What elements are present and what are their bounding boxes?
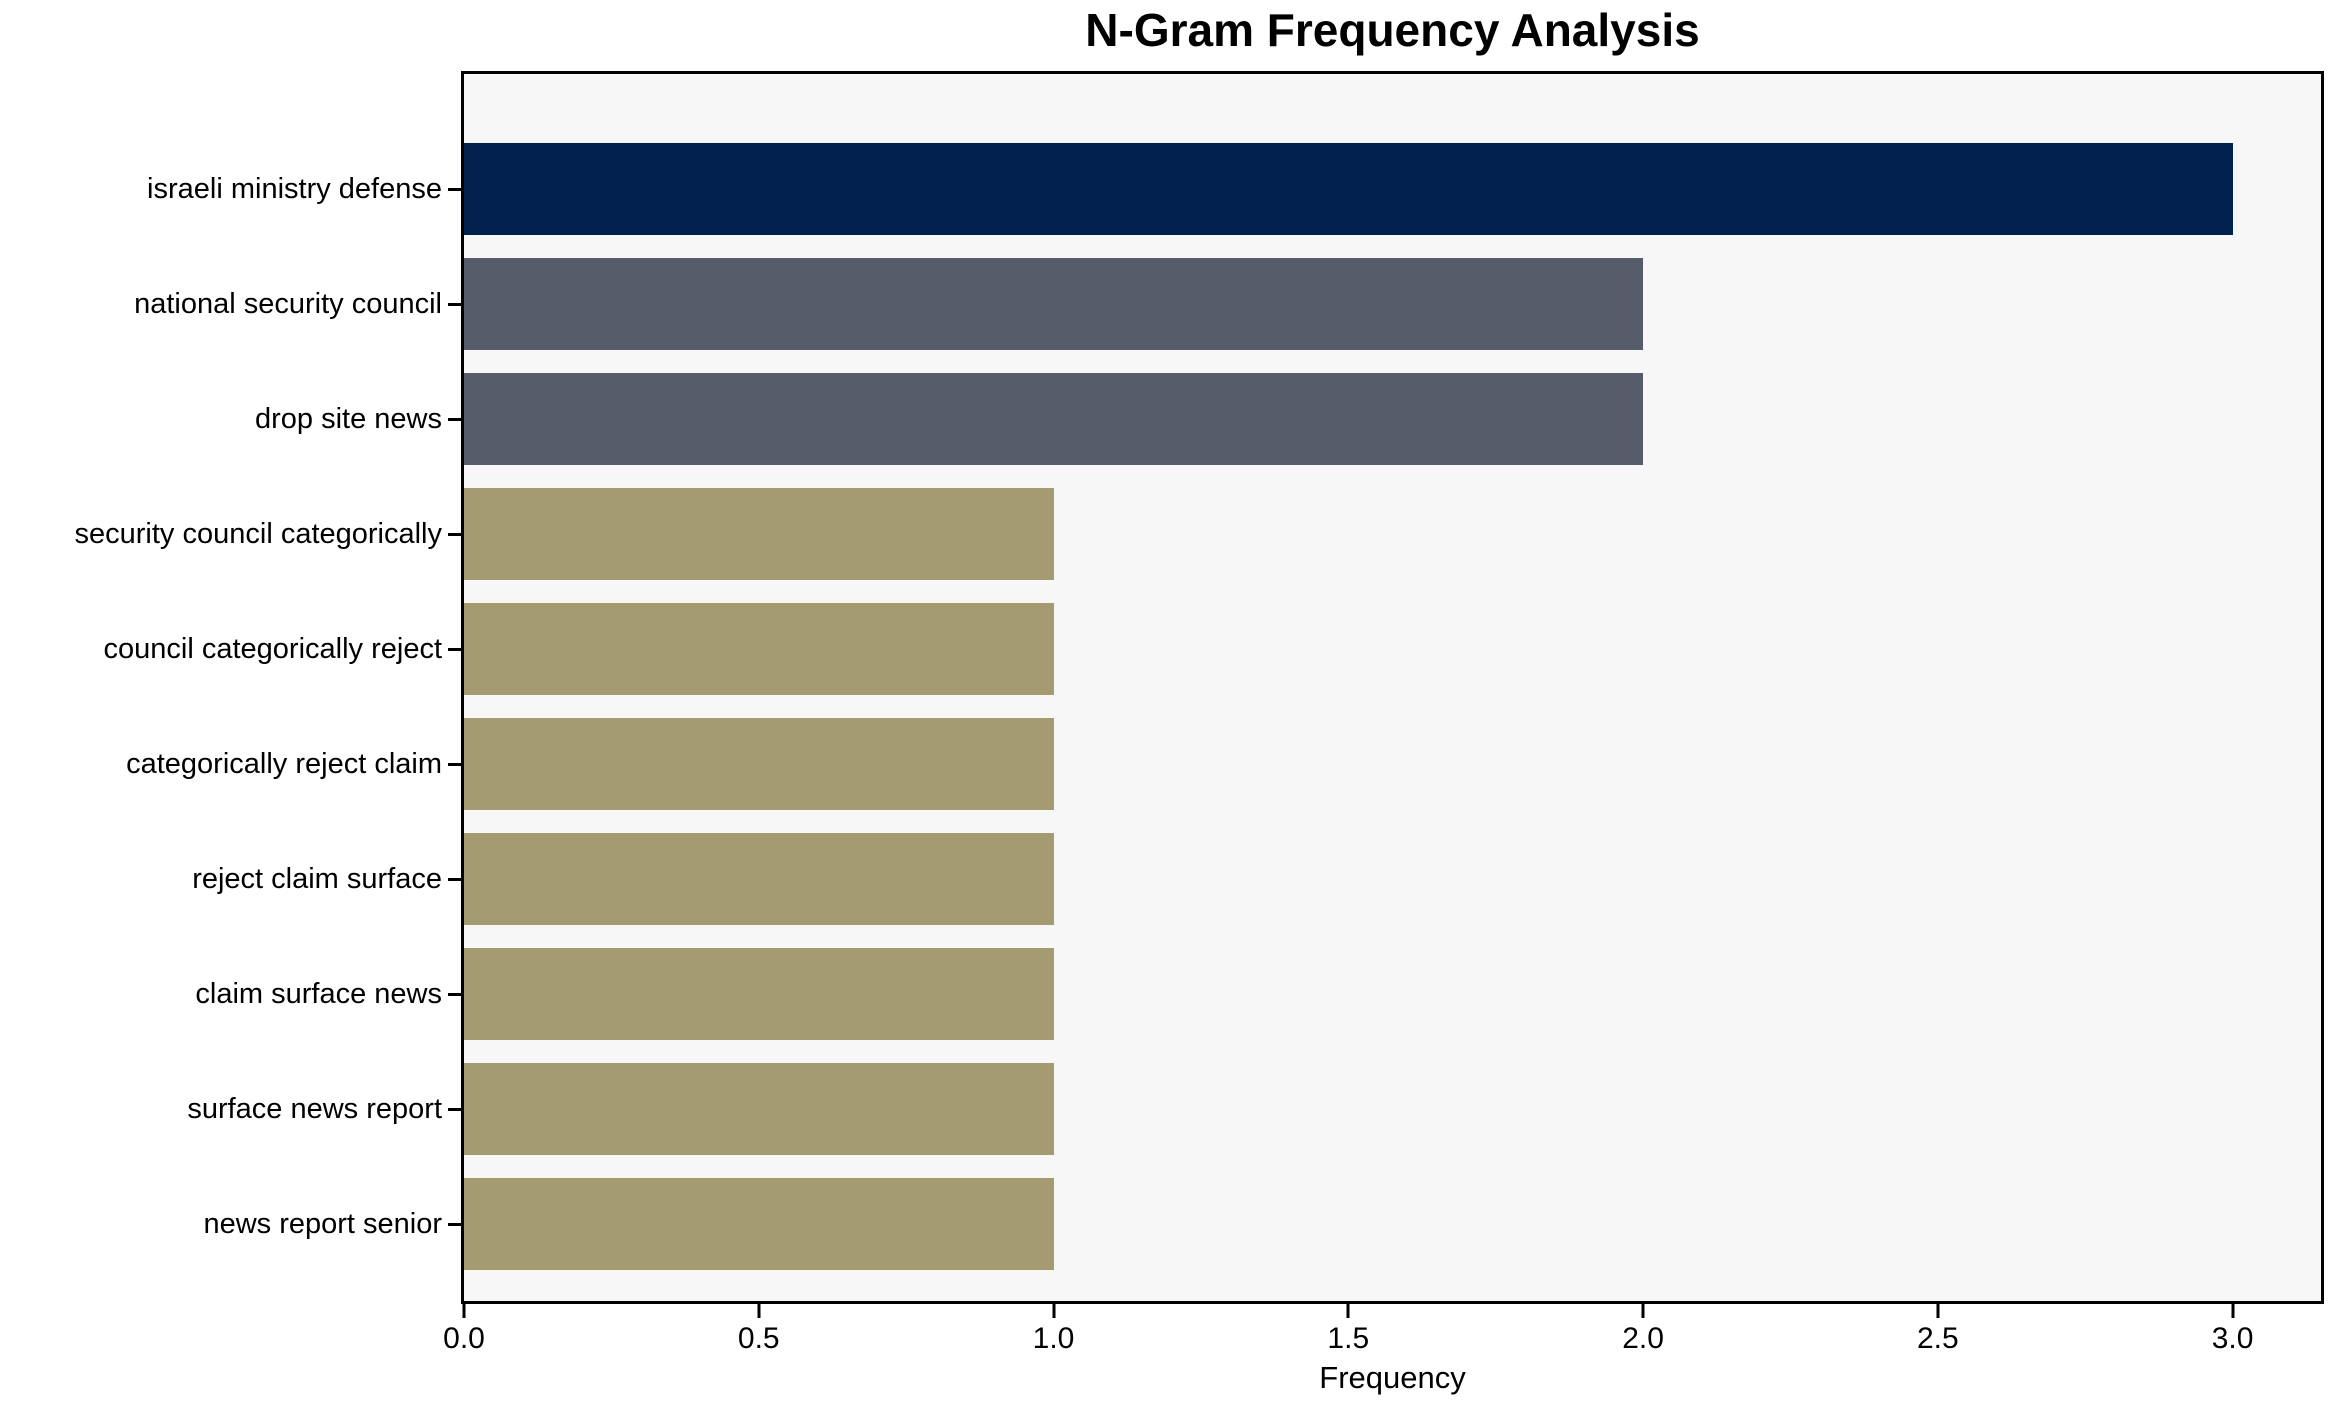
bar-row: claim surface news	[195, 937, 2321, 1052]
x-tick-mark	[2231, 1304, 2235, 1318]
bar-row: security council categorically	[75, 477, 2321, 592]
x-tick-label: 2.5	[1916, 1322, 1959, 1355]
chart-title: N-Gram Frequency Analysis	[1085, 4, 1700, 56]
bar	[464, 143, 2233, 235]
y-tick-label: security council categorically	[74, 518, 442, 550]
y-tick-label: israeli ministry defense	[147, 173, 442, 205]
x-axis-label: Frequency	[1319, 1360, 1466, 1395]
bar	[464, 1178, 1054, 1270]
bar-row: drop site news	[255, 362, 2321, 477]
bar	[464, 603, 1054, 695]
y-tick-mark	[448, 648, 461, 651]
y-tick-mark	[448, 763, 461, 766]
y-tick-label: national security council	[134, 288, 442, 320]
bar-row: council categorically reject	[104, 592, 2321, 707]
bar-row: national security council	[134, 247, 2321, 362]
y-tick-label: reject claim surface	[192, 863, 442, 895]
bar-rows: israeli ministry defense national securit…	[75, 74, 2321, 1301]
y-tick-mark	[448, 1108, 461, 1111]
y-tick-label: drop site news	[255, 403, 442, 435]
plot-area: israeli ministry defense national securit…	[75, 71, 2324, 1304]
x-axis: 0.0 0.5 1.0 1.5 2.0 2.5 3.0	[443, 1304, 2321, 1362]
y-tick-mark	[448, 533, 461, 536]
x-tick-mark	[1641, 1304, 1645, 1318]
bar	[464, 718, 1054, 810]
y-tick-mark	[448, 878, 461, 881]
y-tick-label: council categorically reject	[103, 633, 442, 665]
x-tick-mark	[1052, 1304, 1056, 1318]
y-tick-mark	[448, 418, 461, 421]
bar	[464, 373, 1644, 465]
bar-row: news report senior	[203, 1167, 2321, 1282]
y-tick-mark	[448, 1223, 461, 1226]
bar	[464, 948, 1054, 1040]
y-tick-mark	[448, 303, 461, 306]
y-tick-label: news report senior	[203, 1208, 442, 1240]
x-tick-mark	[1346, 1304, 1350, 1318]
bar	[464, 258, 1644, 350]
x-tick-label: 0.5	[737, 1322, 780, 1355]
bar-row: israeli ministry defense	[147, 132, 2321, 247]
y-tick-label: claim surface news	[195, 978, 442, 1010]
y-tick-mark	[448, 188, 461, 191]
bar	[464, 833, 1054, 925]
x-tick-label: 1.5	[1327, 1322, 1370, 1355]
x-tick-mark	[462, 1304, 466, 1318]
bar-row: surface news report	[187, 1052, 2321, 1167]
bar-row: reject claim surface	[192, 822, 2321, 937]
y-tick-mark	[448, 993, 461, 996]
x-tick-mark	[757, 1304, 761, 1318]
bar-row: categorically reject claim	[126, 707, 2321, 822]
x-tick-label: 2.0	[1622, 1322, 1664, 1355]
x-tick-label: 1.0	[1032, 1322, 1075, 1355]
y-tick-label: categorically reject claim	[126, 748, 442, 780]
bar	[464, 1063, 1054, 1155]
x-tick-mark	[1936, 1304, 1940, 1318]
x-tick-label: 0.0	[443, 1322, 485, 1355]
y-tick-label: surface news report	[187, 1093, 442, 1125]
x-tick-label: 3.0	[2211, 1322, 2254, 1355]
bar	[464, 488, 1054, 580]
